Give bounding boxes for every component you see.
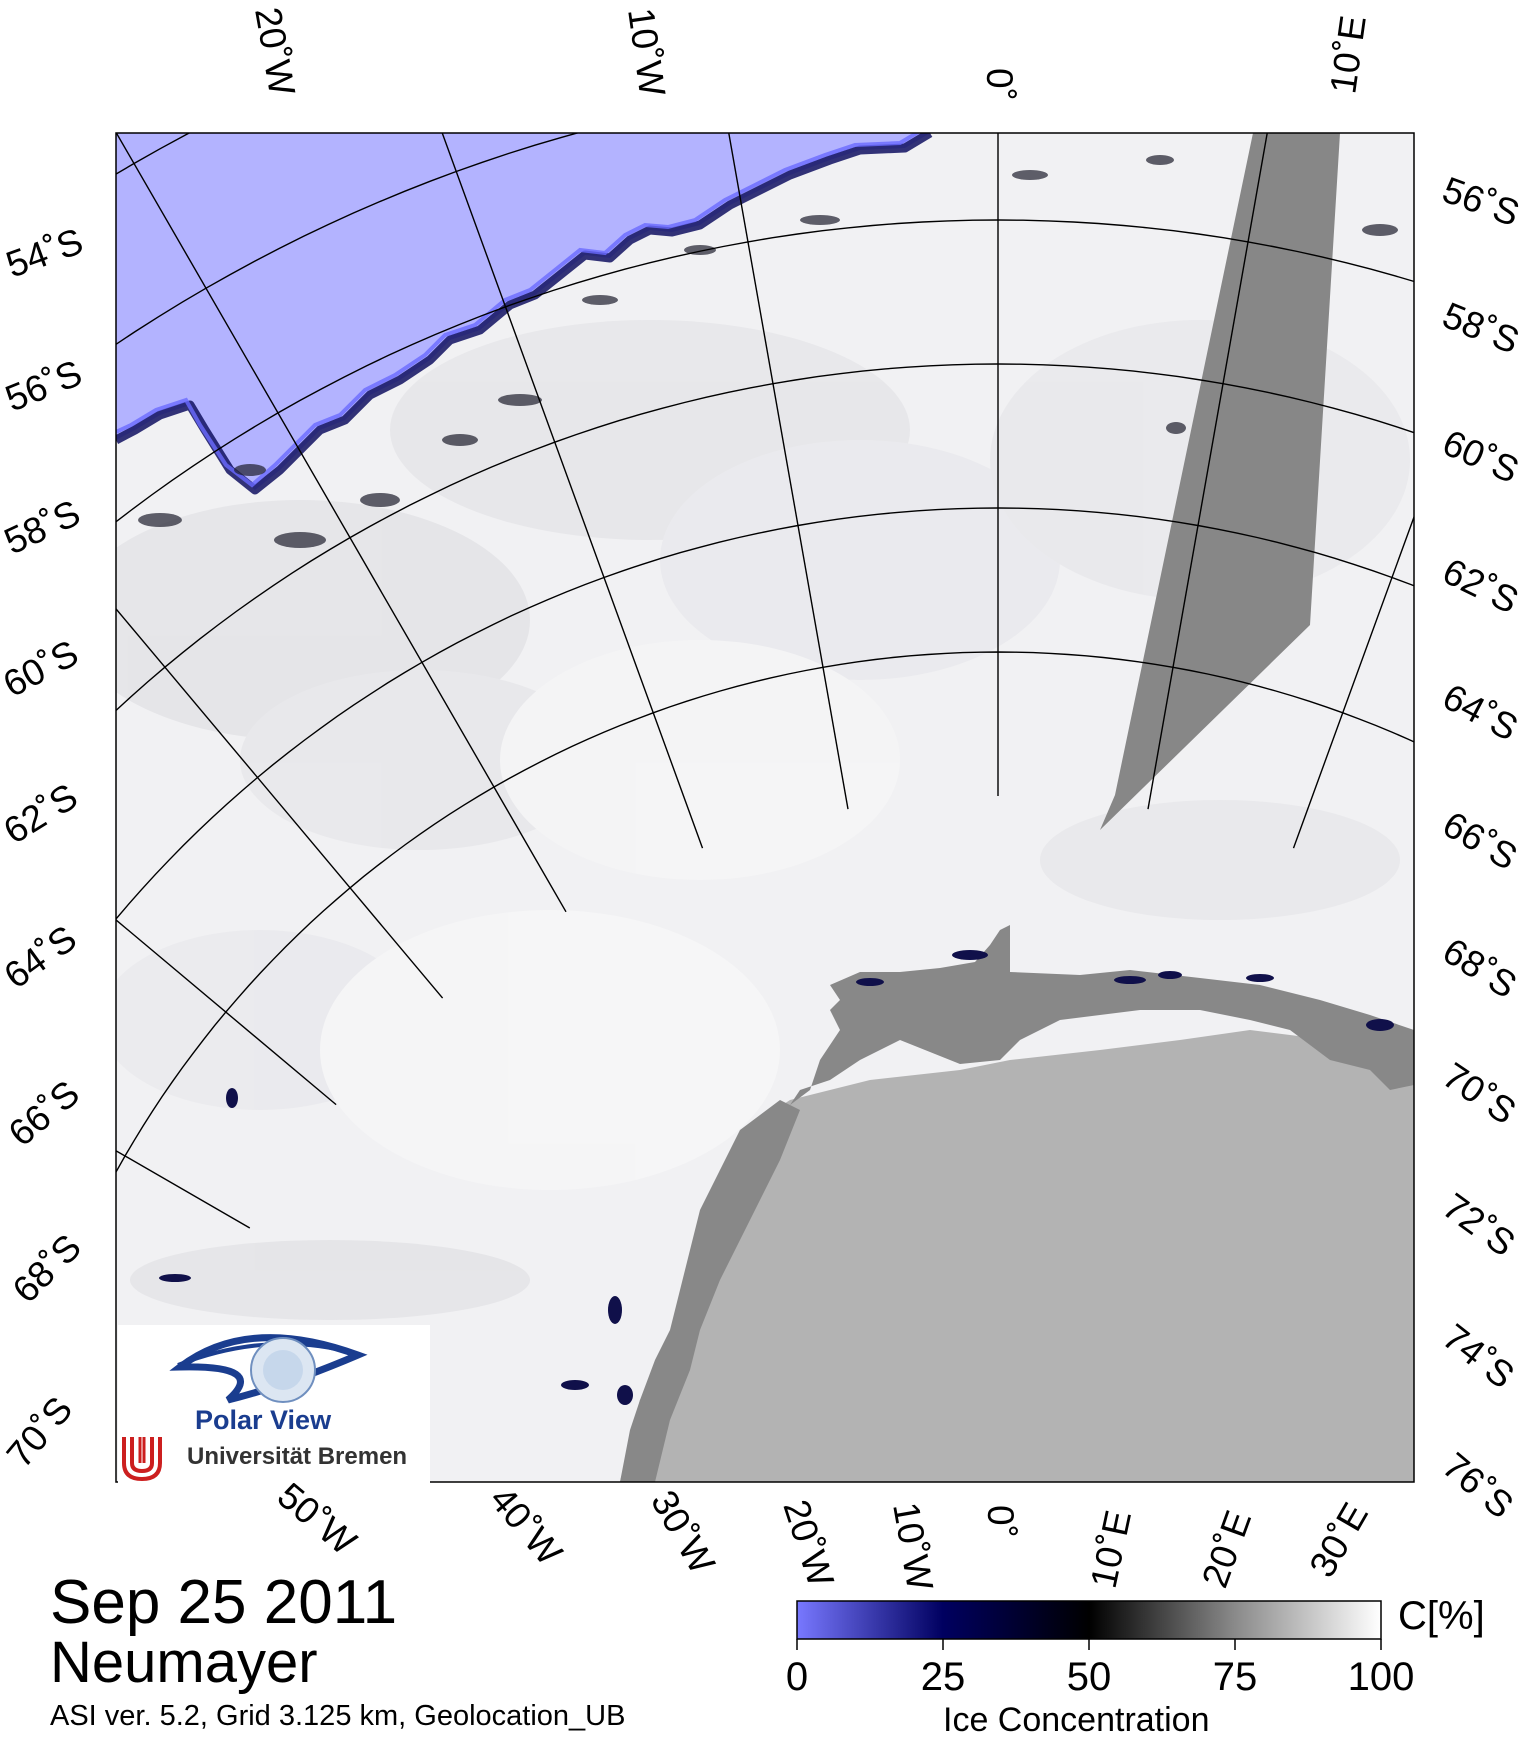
- logo-university-text: Universität Bremen: [187, 1443, 408, 1470]
- colorbar-tick-25: 25: [920, 1655, 966, 1699]
- missing-data-swath: [1100, 133, 1340, 830]
- lat-label-left-54s: 54˚S: [1, 220, 88, 285]
- lat-label-left-64s: 64˚S: [0, 917, 84, 996]
- lon-label-bottom-10w: 10˚W: [885, 1499, 941, 1593]
- lat-label-right-56s: 56˚S: [1437, 169, 1524, 234]
- meridian-line: [728, 133, 849, 810]
- lat-label-right-64s: 64˚S: [1436, 676, 1524, 749]
- meridian-line: [441, 133, 704, 849]
- coastal-floes: [159, 950, 1394, 1405]
- lon-label-top-10e: 10˚E: [1322, 13, 1373, 96]
- map-date: Sep 25 2011: [50, 1568, 398, 1637]
- lon-label-top-20w: 20˚W: [247, 4, 303, 98]
- lon-label-bottom-10e: 10˚E: [1083, 1507, 1139, 1592]
- product-footnote: ASI ver. 5.2, Grid 3.125 km, Geolocation…: [50, 1700, 626, 1732]
- lat-label-left-70s: 70˚S: [0, 1389, 80, 1475]
- meridian-line: [1292, 514, 1414, 849]
- lat-label-right-68s: 68˚S: [1436, 930, 1524, 1006]
- lat-label-left-58s: 58˚S: [0, 492, 86, 562]
- lon-label-bottom-40w: 40˚W: [482, 1479, 570, 1573]
- lon-label-bottom-30w: 30˚W: [643, 1484, 723, 1581]
- lon-label-bottom-20e: 20˚E: [1194, 1505, 1259, 1592]
- lat-label-right-76s: 76˚S: [1435, 1445, 1521, 1527]
- meridian-line: [116, 133, 567, 913]
- open-water: [116, 133, 930, 490]
- map-frame: [115, 132, 1415, 1483]
- lat-label-right-74s: 74˚S: [1435, 1316, 1522, 1396]
- lat-label-left-56s: 56˚S: [0, 352, 87, 419]
- graticule: [116, 133, 1414, 1229]
- colorbar-tick-75: 75: [1212, 1655, 1258, 1699]
- lat-label-left-68s: 68˚S: [5, 1226, 89, 1310]
- lon-label-bottom-30e: 30˚E: [1301, 1496, 1376, 1584]
- colorbar-caption: Ice Concentration: [943, 1701, 1210, 1739]
- lon-label-bottom-0: 0˚: [980, 1505, 1021, 1538]
- lat-label-left-62s: 62˚S: [0, 776, 85, 852]
- antarctic-land: [620, 1030, 1414, 1482]
- lat-label-right-62s: 62˚S: [1436, 550, 1524, 621]
- logo-polar-view-text: Polar View: [195, 1405, 332, 1435]
- lat-label-right-70s: 70˚S: [1436, 1055, 1524, 1133]
- lon-label-top-10w: 10˚W: [620, 5, 673, 98]
- colorbar-tick-0: 0: [785, 1655, 809, 1699]
- lat-label-right-72s: 72˚S: [1435, 1185, 1522, 1264]
- lon-label-top-0: 0˚: [979, 68, 1020, 101]
- colorbar-unit-label: C[%]: [1398, 1594, 1485, 1638]
- lat-label-left-66s: 66˚S: [1, 1072, 87, 1154]
- lat-label-right-60s: 60˚S: [1437, 422, 1525, 491]
- ice-shelf: [620, 925, 1414, 1482]
- colorbar: [796, 1600, 1382, 1640]
- meridian-line: [1147, 133, 1268, 810]
- colorbar-tick-100: 100: [1347, 1655, 1415, 1699]
- lon-label-bottom-20w: 20˚W: [775, 1495, 841, 1592]
- lat-label-left-60s: 60˚S: [0, 632, 85, 705]
- ice-shelf-west: [620, 1100, 800, 1482]
- lat-label-right-58s: 58˚S: [1437, 294, 1525, 361]
- lat-label-right-66s: 66˚S: [1436, 803, 1524, 878]
- meridian-line: [116, 607, 444, 999]
- colorbar-tick-marks: [796, 1639, 1382, 1650]
- polar-view-eye-icon: [169, 1334, 368, 1404]
- station-name: Neumayer: [50, 1630, 318, 1695]
- lon-label-bottom-50w: 50˚W: [270, 1475, 364, 1563]
- university-bremen-mark-icon: [122, 1437, 162, 1482]
- logo-panel: Polar View Universität Bremen: [118, 1325, 430, 1483]
- colorbar-tick-50: 50: [1066, 1655, 1112, 1699]
